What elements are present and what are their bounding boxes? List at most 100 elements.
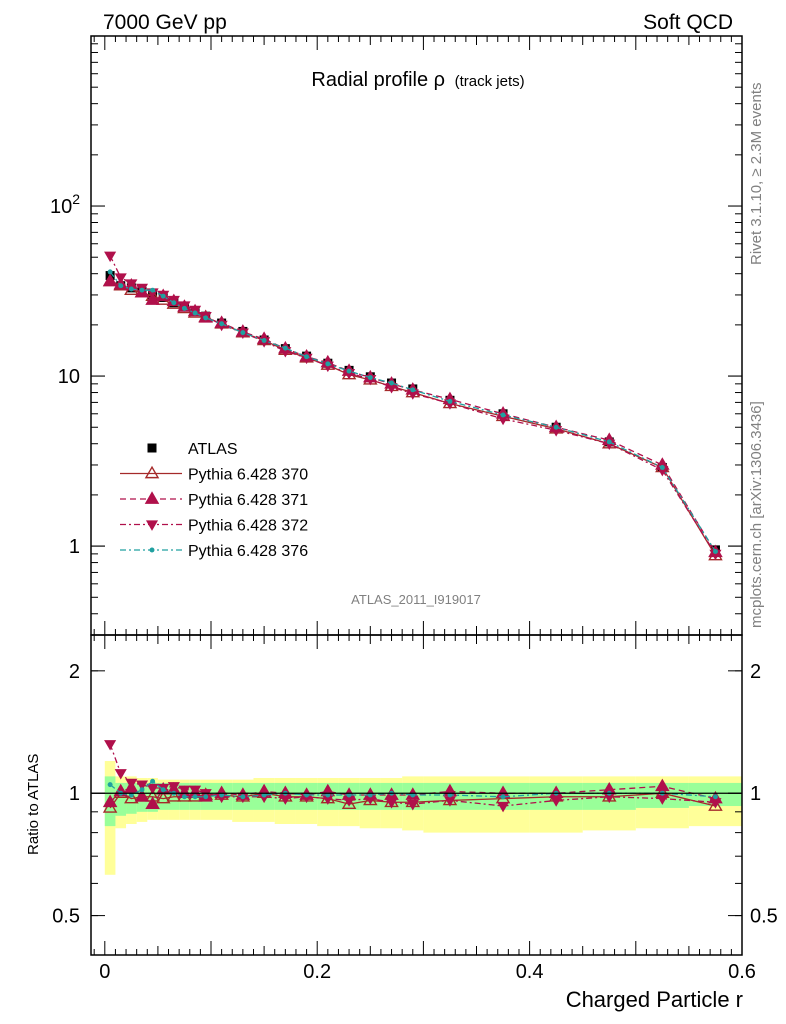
- header-left-text: 7000 GeV pp: [103, 11, 227, 34]
- data-point: [160, 787, 166, 793]
- data-point: [102, 273, 118, 287]
- data-point: [124, 790, 139, 804]
- legend: ATLAS Pythia 6.428 370 Pythia 6.428 371 Pyt…: [120, 441, 308, 560]
- data-point: [709, 798, 722, 809]
- data-point: [155, 790, 171, 804]
- data-point: [107, 269, 113, 275]
- chart-title: Radial profile ρ (track jets): [311, 69, 524, 91]
- data-point: [114, 273, 127, 284]
- legend-marker: [149, 547, 155, 553]
- x-tick-label: 0.2: [303, 961, 331, 983]
- watermark-text: ATLAS_2011_I919017: [351, 592, 481, 607]
- ratio-uncertainty-bands: [104, 761, 742, 875]
- legend-item: Pythia 6.428 371: [120, 491, 308, 509]
- data-point: [118, 283, 124, 289]
- y-tick-label: 10: [58, 366, 80, 388]
- series-3: [104, 251, 722, 561]
- data-point: [304, 354, 310, 360]
- data-point: [240, 794, 246, 800]
- data-point: [146, 288, 159, 299]
- data-point: [497, 414, 510, 426]
- series-line: [109, 255, 716, 555]
- data-point: [443, 399, 457, 410]
- data-point: [443, 796, 457, 807]
- data-point: [102, 794, 118, 808]
- legend-label: ATLAS: [188, 441, 238, 458]
- x-tick-label: 0.4: [516, 961, 544, 983]
- data-point: [145, 796, 160, 809]
- data-point: [712, 794, 718, 800]
- ratio-data-layer: [91, 740, 742, 813]
- data-point: [659, 464, 665, 470]
- data-point: [139, 287, 145, 293]
- data-point: [364, 794, 377, 805]
- legend-marker: [144, 465, 160, 479]
- data-point: [655, 778, 670, 792]
- y-tick-label-right: 1: [750, 783, 761, 805]
- legend-item: Pythia 6.428 376: [120, 543, 308, 560]
- series-line: [109, 743, 716, 807]
- data-point: [160, 293, 166, 299]
- data-point: [181, 305, 187, 311]
- y-tick-label: 2: [69, 661, 80, 683]
- data-point: [240, 330, 246, 336]
- data-point: [708, 798, 723, 811]
- data-point: [192, 310, 198, 316]
- data-point: [150, 287, 156, 293]
- legend-label: Pythia 6.428 376: [188, 543, 308, 560]
- green-band-bin: [157, 782, 169, 810]
- data-point: [150, 778, 156, 784]
- y-tick-label: 0.5: [52, 906, 80, 928]
- data-point: [325, 361, 331, 367]
- data-point: [367, 375, 373, 381]
- y-tick-label: 1: [69, 783, 80, 805]
- data-point: [167, 782, 180, 793]
- data-point: [606, 439, 612, 445]
- data-point: [135, 780, 149, 791]
- data-point: [128, 286, 134, 292]
- data-point: [341, 796, 357, 809]
- data-point: [261, 337, 267, 343]
- data-point: [603, 792, 616, 804]
- legend-marker: [144, 491, 160, 504]
- green-band-bin: [115, 782, 127, 816]
- series-line: [109, 792, 716, 809]
- data-point: [406, 389, 419, 400]
- legend-marker: [145, 520, 159, 531]
- data-point: [189, 785, 202, 797]
- legend-item: Pythia 6.428 372: [120, 518, 308, 535]
- data-point: [500, 412, 506, 418]
- x-tick-label: 0: [99, 961, 110, 983]
- side-text-mcplots: mcplots.cern.ch [arXiv:1306.3436]: [748, 401, 765, 628]
- data-point: [497, 801, 510, 813]
- data-point: [709, 549, 722, 561]
- data-point: [500, 794, 506, 800]
- x-axis-label: Charged Particle r: [566, 987, 743, 1012]
- legend-label: Pythia 6.428 370: [188, 467, 308, 484]
- data-point: [139, 787, 145, 793]
- legend-label: Pythia 6.428 372: [188, 518, 308, 535]
- chart-title-main: Radial profile ρ: [311, 69, 445, 91]
- ratio-plot-panel: 0.5 0.5 1 1 2 2 0 0.2 0.4 0.6: [52, 634, 778, 983]
- data-point: [203, 794, 209, 800]
- data-point: [321, 794, 334, 805]
- data-point: [385, 798, 398, 809]
- data-point: [712, 548, 718, 554]
- data-point: [145, 292, 160, 305]
- data-point: [282, 345, 288, 351]
- chart-title-suffix: (track jets): [455, 73, 525, 90]
- axes-frame: [90, 634, 743, 956]
- data-point: [125, 279, 138, 290]
- data-point: [192, 794, 198, 800]
- data-point: [104, 740, 117, 751]
- y-tick-label-right: 0.5: [750, 906, 778, 928]
- x-tick-label: 0.6: [728, 961, 756, 983]
- data-point: [114, 769, 127, 780]
- header-right-text: Soft QCD: [643, 11, 733, 34]
- data-point: [346, 368, 352, 374]
- data-point: [171, 300, 177, 306]
- data-point: [203, 315, 209, 321]
